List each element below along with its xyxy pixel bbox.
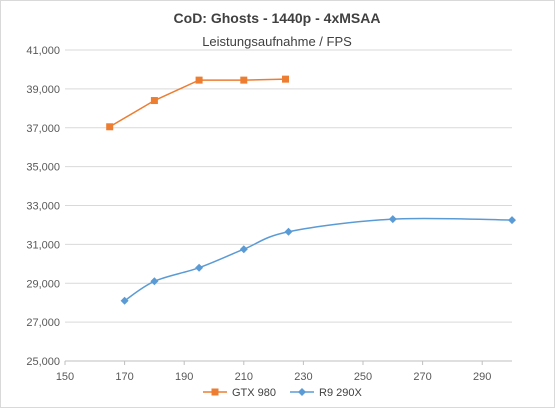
y-tick-label: 37,000	[26, 123, 60, 135]
data-point	[195, 263, 204, 272]
data-point	[240, 76, 248, 84]
x-tick-label: 250	[354, 371, 372, 383]
data-point	[150, 97, 158, 105]
y-tick-label: 31,000	[26, 239, 60, 251]
data-point	[195, 76, 203, 84]
legend-label: R9 290X	[319, 387, 362, 399]
data-point	[120, 296, 129, 305]
series-line	[124, 217, 513, 302]
y-tick-label: 41,000	[26, 45, 60, 57]
legend-marker	[298, 388, 306, 396]
chart-title: CoD: Ghosts - 1440p - 4xMSAA	[174, 10, 381, 26]
data-point	[282, 75, 290, 83]
legend-marker	[211, 388, 219, 396]
legend-item: R9 290X	[290, 387, 362, 399]
data-point	[284, 227, 293, 236]
chart-subtitle: Leistungsaufnahme / FPS	[202, 34, 352, 49]
data-point	[388, 215, 397, 224]
x-tick-label: 270	[413, 371, 431, 383]
x-tick-label: 230	[294, 371, 312, 383]
x-tick-label: 150	[56, 371, 74, 383]
y-tick-label: 27,000	[26, 317, 60, 329]
data-point	[508, 216, 516, 225]
y-tick-label: 39,000	[26, 84, 60, 96]
series-r9-290x	[120, 215, 516, 305]
grid-lines	[65, 49, 512, 362]
axes: 25,000 27,000 29,000 31,000 33,000 35,000 37,0…	[26, 45, 512, 383]
legend-label: GTX 980	[232, 387, 276, 399]
y-tick-label: 35,000	[26, 162, 60, 174]
legend-item: GTX 980	[203, 387, 276, 399]
x-tick-label: 210	[235, 371, 253, 383]
x-tick-label: 290	[473, 371, 491, 383]
x-tick-label: 190	[175, 371, 193, 383]
data-point	[106, 123, 114, 131]
data-point	[150, 277, 159, 286]
legend: GTX 980 R9 290X	[203, 387, 362, 399]
series-line	[109, 78, 286, 128]
y-tick-label: 33,000	[26, 201, 60, 213]
series-layer	[106, 75, 516, 305]
series-gtx-980	[106, 75, 290, 131]
x-tick-label: 170	[115, 371, 133, 383]
y-tick-label: 29,000	[26, 278, 60, 290]
data-point	[239, 245, 248, 254]
y-tick-label: 25,000	[26, 356, 60, 368]
